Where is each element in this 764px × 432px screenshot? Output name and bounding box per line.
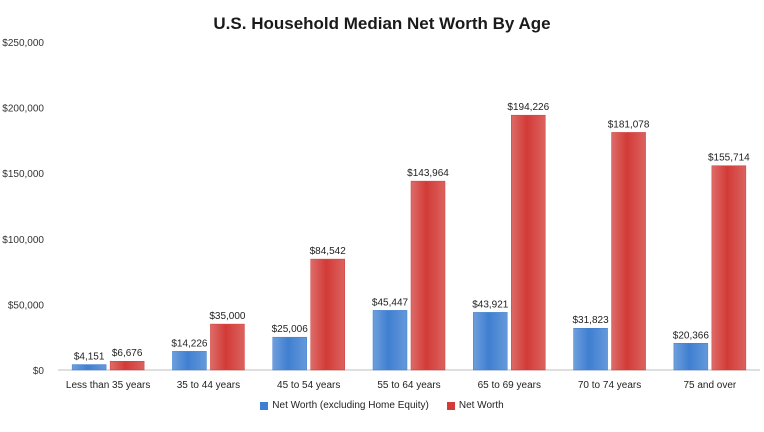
chart-title: U.S. Household Median Net Worth By Age (213, 14, 551, 33)
x-tick-label: 35 to 44 years (177, 380, 240, 391)
legend-label-net-worth: Net Worth (458, 400, 504, 411)
x-tick-label: 55 to 64 years (377, 380, 440, 391)
bar-excl-home-equity (372, 310, 408, 371)
data-label: $43,921 (472, 299, 509, 310)
data-label: $45,447 (372, 297, 409, 308)
data-label: $181,078 (608, 119, 650, 130)
data-label: $20,366 (673, 330, 710, 341)
y-tick-label: $200,000 (2, 104, 44, 115)
legend-item-net-worth: Net Worth (446, 400, 504, 411)
data-label: $155,714 (708, 153, 750, 164)
data-label: $25,006 (272, 324, 309, 335)
legend-swatch-blue (260, 401, 269, 410)
bar-excl-home-equity (573, 327, 608, 371)
y-tick-label: $150,000 (2, 169, 44, 180)
y-tick-label: $50,000 (8, 300, 45, 311)
bar-excl-home-equity (172, 351, 207, 371)
data-label: $6,676 (112, 348, 143, 359)
y-tick-label: $100,000 (2, 235, 44, 246)
legend-swatch-red (446, 401, 455, 410)
data-label: $14,226 (171, 338, 208, 349)
data-label: $31,823 (572, 315, 609, 326)
bar-excl-home-equity (272, 336, 307, 371)
data-label: $143,964 (407, 168, 449, 179)
legend-item-excl-home-equity: Net Worth (excluding Home Equity) (260, 400, 429, 411)
chart-legend: Net Worth (excluding Home Equity) Net Wo… (0, 400, 764, 411)
x-tick-label: 45 to 54 years (277, 380, 340, 391)
bar-net-worth (210, 323, 245, 371)
x-tick-label: 75 and over (683, 380, 736, 391)
data-label: $194,226 (507, 102, 549, 113)
bar-net-worth (711, 165, 747, 371)
bar-net-worth (410, 180, 446, 371)
bar-excl-home-equity (473, 312, 508, 371)
bar-excl-home-equity (71, 364, 107, 371)
data-label: $35,000 (209, 311, 246, 322)
x-tick-label: Less than 35 years (66, 380, 151, 391)
y-tick-label: $250,000 (2, 38, 44, 49)
x-tick-label: 65 to 69 years (478, 380, 541, 391)
legend-label-excl-home-equity: Net Worth (excluding Home Equity) (272, 400, 429, 411)
x-tick-label: 70 to 74 years (578, 380, 641, 391)
bar-net-worth (310, 258, 345, 371)
bar-net-worth (611, 132, 646, 371)
bar-excl-home-equity (673, 343, 709, 371)
bar-net-worth (511, 114, 546, 371)
y-tick-label: $0 (33, 366, 45, 377)
data-label: $84,542 (310, 246, 347, 257)
data-label: $4,151 (74, 352, 105, 363)
bar-net-worth (109, 360, 145, 371)
